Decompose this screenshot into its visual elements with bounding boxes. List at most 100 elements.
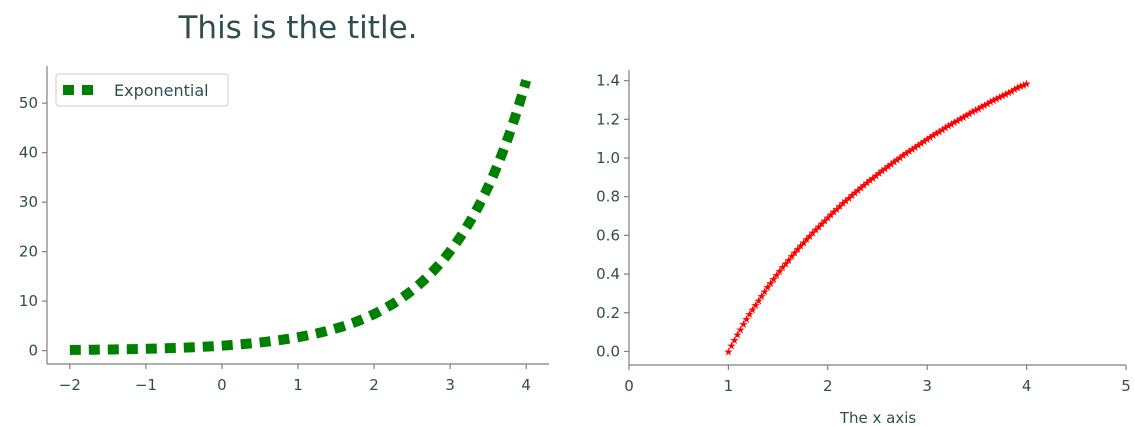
data-point: ★ [751, 299, 761, 312]
right-y-tick-label: 0.0 [596, 342, 620, 360]
left-x-tick-label: 3 [445, 376, 455, 394]
data-point: ★ [880, 162, 890, 175]
data-point: ★ [856, 182, 866, 195]
data-point: ★ [998, 89, 1008, 102]
data-point: ★ [726, 340, 736, 353]
data-point: ★ [742, 313, 752, 326]
data-point: ★ [1022, 77, 1032, 90]
data-point: ★ [799, 236, 809, 249]
data-point: ★ [955, 113, 965, 126]
data-point: ★ [1010, 83, 1020, 96]
data-point: ★ [736, 323, 746, 336]
data-point: ★ [989, 94, 999, 107]
left-y-tick-label: 20 [19, 243, 38, 261]
data-point: ★ [886, 158, 896, 171]
data-point: ★ [817, 217, 827, 230]
data-point: ★ [757, 290, 767, 303]
left-y-tick-label: 30 [19, 193, 38, 211]
data-point: ★ [931, 127, 941, 140]
legend-box [55, 73, 229, 107]
data-point: ★ [898, 149, 908, 162]
right-y-ticks: 0.0 0.2 0.4 0.6 0.8 1.0 1.2 1.4 [596, 72, 629, 360]
data-point: ★ [808, 227, 818, 240]
data-point: ★ [995, 91, 1005, 104]
left-y-tick-label: 40 [19, 144, 38, 162]
data-point: ★ [796, 240, 806, 253]
data-point: ★ [844, 192, 854, 205]
data-point: ★ [811, 223, 821, 236]
left-x-ticks: −2 −1 0 1 2 3 4 [59, 364, 531, 394]
data-point: ★ [925, 131, 935, 144]
left-y-tick-label: 10 [19, 292, 38, 310]
right-y-tick-label: 1.2 [596, 110, 620, 128]
data-point: ★ [723, 345, 733, 358]
data-point: ★ [781, 257, 791, 270]
data-point: ★ [769, 273, 779, 286]
left-y-tick-label: 50 [19, 94, 38, 112]
right-x-tick-label: 1 [724, 377, 734, 395]
chart-title: This is the title. [177, 10, 417, 46]
legend-label: Exponential [114, 81, 209, 100]
data-point: ★ [949, 116, 959, 129]
right-x-axis-label: The x axis [839, 409, 917, 426]
left-y-tick-label: 0 [28, 342, 38, 360]
data-point: ★ [934, 125, 944, 138]
data-point: ★ [805, 230, 815, 243]
data-point: ★ [895, 151, 905, 164]
data-point: ★ [850, 187, 860, 200]
data-point: ★ [1007, 85, 1017, 98]
data-point: ★ [889, 156, 899, 169]
data-point: ★ [859, 179, 869, 192]
right-x-tick-label: 5 [1121, 377, 1131, 395]
data-point: ★ [992, 93, 1002, 106]
left-x-tick-label: 2 [369, 376, 379, 394]
data-point: ★ [835, 200, 845, 213]
data-point: ★ [874, 167, 884, 180]
data-point: ★ [772, 269, 782, 282]
data-point: ★ [820, 214, 830, 227]
log-series: ★★★★★★★★★★★★★★★★★★★★★★★★★★★★★★★★★★★★★★★★… [723, 77, 1031, 358]
data-point: ★ [961, 109, 971, 122]
data-point: ★ [766, 277, 776, 290]
data-point: ★ [853, 184, 863, 197]
data-point: ★ [979, 99, 989, 112]
data-point: ★ [763, 281, 773, 294]
data-point: ★ [922, 133, 932, 146]
right-x-tick-label: 2 [823, 377, 833, 395]
right-y-tick-label: 0.8 [596, 188, 620, 206]
right-x-tick-label: 0 [624, 377, 634, 395]
left-x-tick-label: 4 [521, 376, 531, 394]
series-line-exponential [69, 78, 531, 355]
data-point: ★ [904, 145, 914, 158]
left-x-tick-label: −2 [59, 376, 81, 394]
data-point: ★ [946, 118, 956, 131]
data-point: ★ [784, 254, 794, 267]
right-y-tick-label: 1.4 [596, 72, 620, 90]
data-point: ★ [829, 206, 839, 219]
data-point: ★ [964, 107, 974, 120]
right-y-tick-label: 0.4 [596, 265, 620, 283]
data-point: ★ [1019, 79, 1029, 92]
data-point: ★ [1001, 88, 1011, 101]
data-point: ★ [973, 102, 983, 115]
data-point: ★ [729, 334, 739, 347]
data-point: ★ [901, 147, 911, 160]
data-point: ★ [775, 265, 785, 278]
data-point: ★ [732, 329, 742, 342]
left-y-ticks: 0 10 20 30 40 50 [19, 94, 47, 360]
data-point: ★ [877, 165, 887, 178]
data-point: ★ [967, 106, 977, 119]
data-point: ★ [802, 233, 812, 246]
data-point: ★ [976, 101, 986, 114]
data-point: ★ [847, 189, 857, 202]
data-point: ★ [760, 285, 770, 298]
data-point: ★ [787, 250, 797, 263]
data-point: ★ [892, 154, 902, 167]
data-point: ★ [919, 135, 929, 148]
data-point: ★ [814, 220, 824, 233]
data-point: ★ [754, 294, 764, 307]
data-point: ★ [907, 143, 917, 156]
data-point: ★ [790, 247, 800, 260]
data-point: ★ [871, 169, 881, 182]
